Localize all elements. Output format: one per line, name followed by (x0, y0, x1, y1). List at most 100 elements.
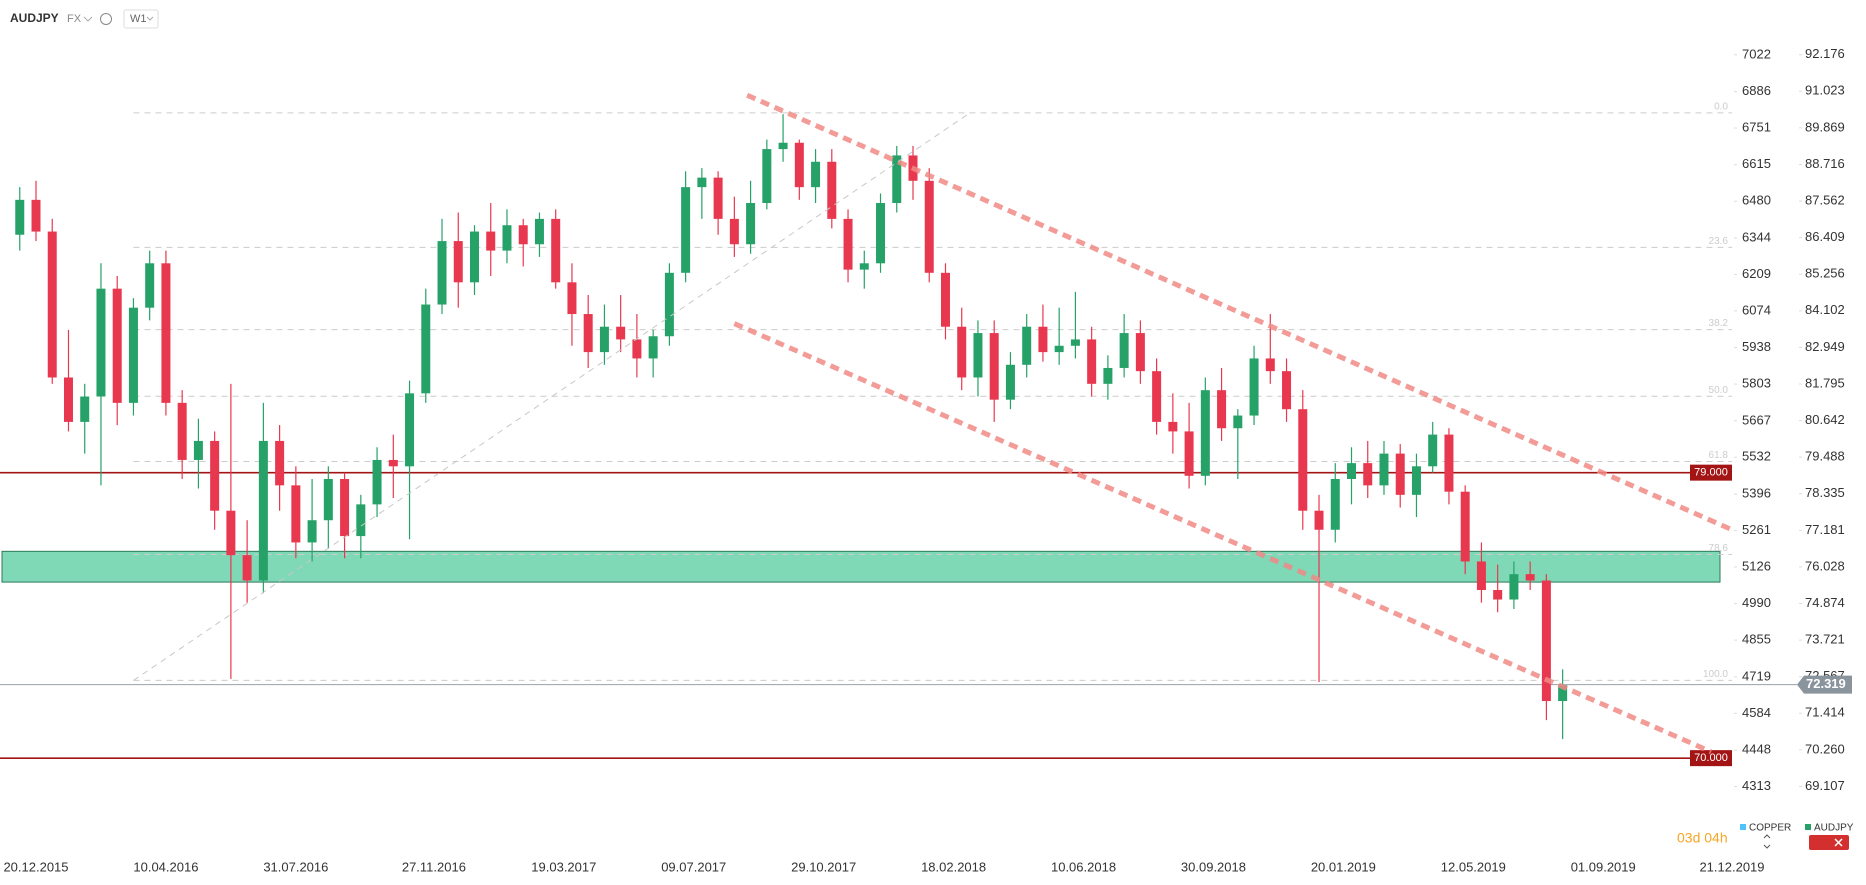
y-tick-label: 70.260 (1805, 741, 1845, 756)
candle-body (1379, 453, 1389, 486)
y2-tick-label: 6751 (1742, 119, 1771, 134)
symbol: AUDJPY (10, 11, 59, 25)
remove-icon[interactable] (1834, 838, 1843, 847)
candle-body (63, 377, 73, 422)
y-tick-label: 80.642 (1805, 412, 1845, 427)
candle-body (242, 555, 252, 581)
candle-body (372, 459, 382, 505)
y2-tick-label: 5938 (1742, 339, 1771, 354)
x-tick-label: 30.09.2018 (1181, 859, 1246, 874)
y2-tick-label: 5532 (1742, 449, 1771, 464)
candle-body (1265, 358, 1275, 372)
candle-body (307, 520, 317, 543)
candle-body (697, 177, 707, 188)
y-tick-label: 88.716 (1805, 156, 1845, 171)
candle-body (940, 272, 950, 327)
support-zone (1, 550, 1721, 583)
candle-body (161, 263, 171, 403)
x-tick-label: 10.06.2018 (1051, 859, 1116, 874)
candle-body (599, 326, 609, 353)
candle-body (1054, 345, 1064, 353)
fib-label: 100.0 (1703, 669, 1728, 680)
candle-body (729, 218, 739, 245)
candle-body (1411, 466, 1421, 495)
candle-body (827, 161, 837, 219)
candle-body (859, 263, 869, 270)
timeframe-box[interactable] (123, 9, 159, 29)
candle-body (681, 187, 691, 273)
candle-body (843, 218, 853, 270)
level-label-box (1690, 750, 1732, 767)
y2-tick-label: 6886 (1742, 83, 1771, 98)
info-icon[interactable] (100, 13, 112, 25)
trendline (733, 321, 1713, 755)
candle-body (1103, 367, 1113, 384)
candle-body (1509, 574, 1519, 600)
candle-body (1460, 491, 1470, 562)
x-tick-label: 20.12.2015 (3, 859, 68, 874)
level-label: 70.000 (1694, 752, 1728, 764)
y2-tick-label: 4584 (1742, 705, 1771, 720)
candle-body (1087, 339, 1097, 384)
fib-label: 0.0 (1714, 102, 1728, 113)
candle-body (1493, 590, 1503, 600)
level-label: 79.000 (1694, 467, 1728, 479)
candle-body (437, 241, 447, 305)
candle-body (1038, 326, 1048, 353)
candle-body (258, 440, 268, 581)
market-caret[interactable] (83, 16, 93, 22)
timeframe-caret[interactable] (146, 16, 154, 21)
candle-body (1347, 463, 1357, 479)
candle-body (226, 510, 236, 556)
candle-body (1541, 580, 1551, 702)
y2-tick-label: 4990 (1742, 595, 1771, 610)
x-tick-label: 10.04.2016 (133, 859, 198, 874)
y2-tick-label: 4719 (1742, 668, 1771, 683)
x-tick-label: 19.03.2017 (531, 859, 596, 874)
candle-body (193, 440, 203, 460)
candle-body (1298, 409, 1308, 511)
candle-body (340, 478, 350, 537)
candle-body (762, 149, 772, 204)
candle-body (1395, 453, 1405, 495)
level-label-box (1690, 464, 1732, 481)
timeframe[interactable]: W1 (130, 13, 147, 25)
remove-button[interactable] (1809, 835, 1849, 850)
candle-body (989, 333, 999, 400)
candle-body (924, 180, 934, 273)
candle-body (323, 478, 333, 521)
candle-body (746, 203, 756, 245)
y-tick-label: 82.949 (1805, 339, 1845, 354)
trendline (133, 112, 971, 681)
y-tick-label: 81.795 (1805, 375, 1845, 390)
y-tick-label: 91.023 (1805, 83, 1845, 98)
candle-body (1428, 434, 1438, 467)
candle-body (1330, 478, 1340, 530)
candle-body (534, 218, 544, 245)
x-tick-label: 12.05.2019 (1441, 859, 1506, 874)
y-tick-label: 71.414 (1805, 705, 1845, 720)
y2-tick-label: 4855 (1742, 632, 1771, 647)
y2-tick-label: 6344 (1742, 229, 1771, 244)
x-tick-label: 20.01.2019 (1311, 859, 1376, 874)
y2-tick-label: 6480 (1742, 193, 1771, 208)
candle-body (275, 440, 285, 486)
candle-body (502, 225, 512, 251)
candle-body (811, 161, 821, 188)
candle-body (128, 307, 138, 403)
y-tick-label: 73.721 (1805, 632, 1845, 647)
candle-body (177, 402, 187, 460)
legend-label: COPPER (1749, 823, 1791, 834)
order-icon[interactable] (1763, 834, 1771, 849)
candle-body (1200, 390, 1210, 476)
candle-body (1525, 574, 1535, 581)
candle-body (1314, 510, 1324, 530)
candle-body (1476, 561, 1486, 591)
candle-body (1249, 358, 1259, 416)
y-tick-label: 84.102 (1805, 302, 1845, 317)
y2-tick-label: 6074 (1742, 302, 1771, 317)
market[interactable]: FX (67, 13, 82, 25)
x-tick-label: 01.09.2019 (1571, 859, 1636, 874)
last-price-label: 72.319 (1806, 676, 1846, 691)
fib-label: 38.2 (1709, 318, 1729, 329)
